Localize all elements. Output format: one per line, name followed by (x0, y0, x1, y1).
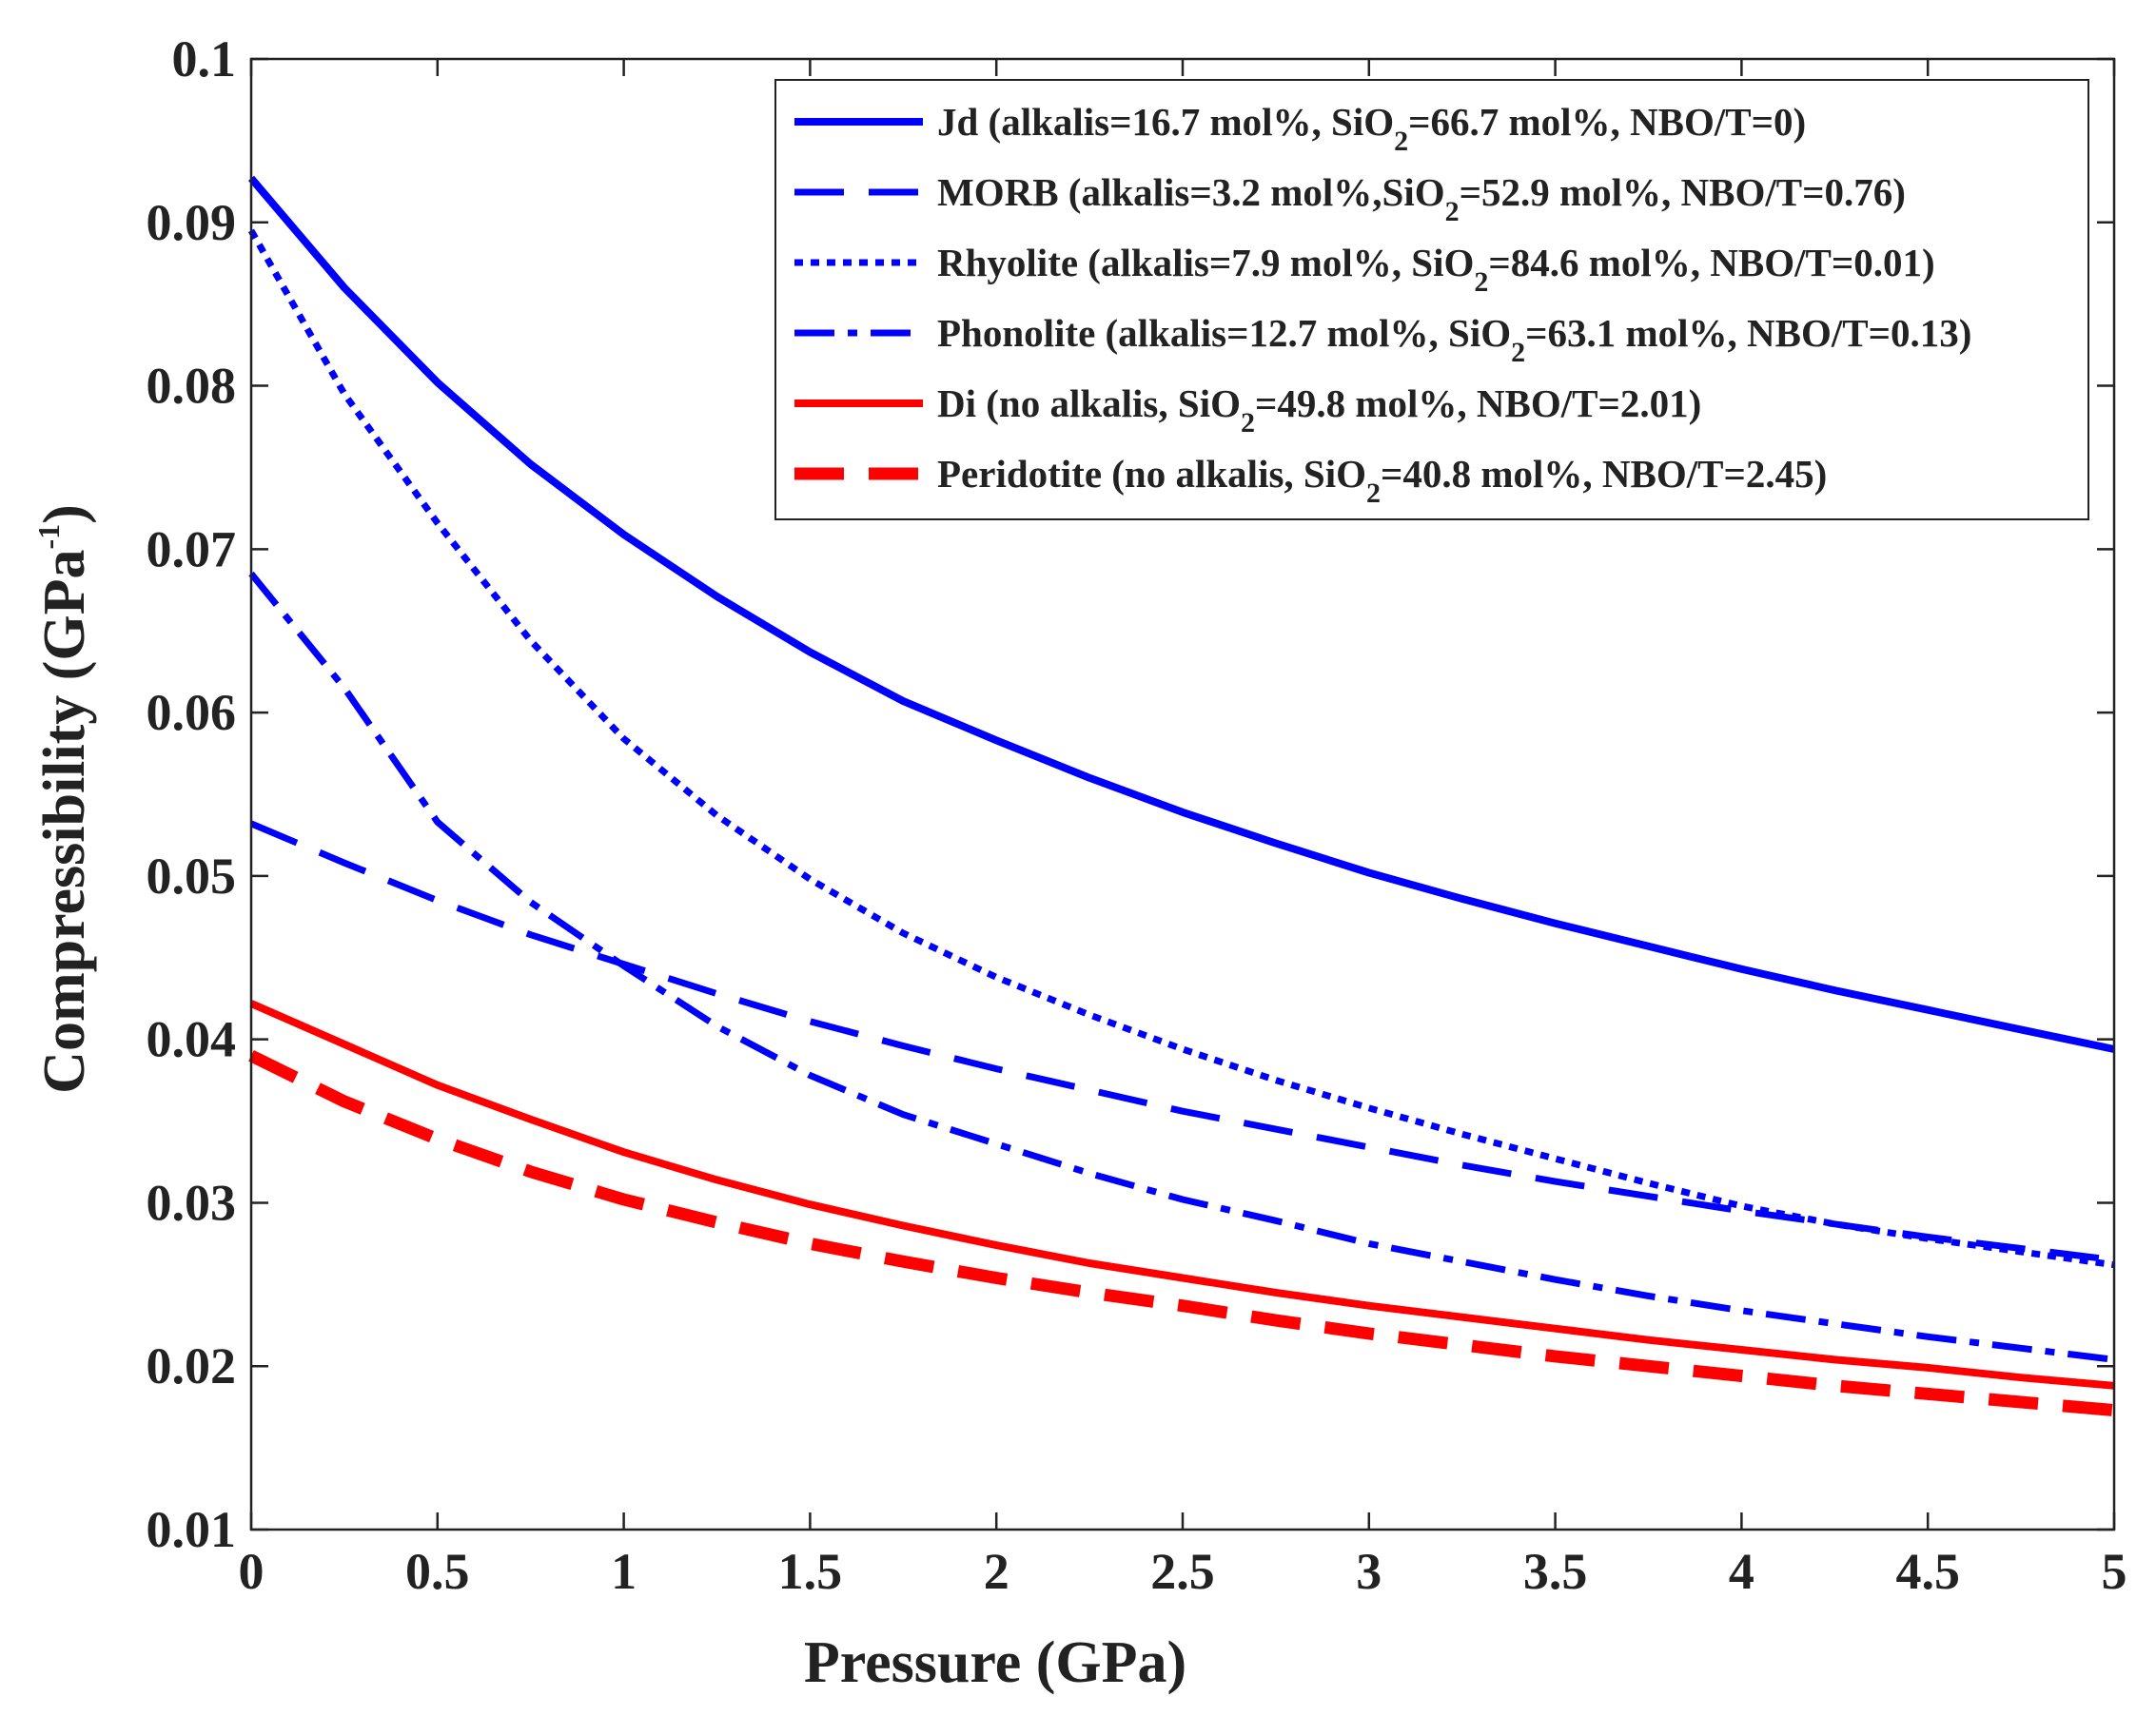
x-tick-label: 0.5 (405, 1543, 470, 1600)
y-tick-label: 0.09 (147, 194, 237, 251)
y-tick-label: 0.04 (147, 1011, 237, 1068)
legend-label-rhyolite: Rhyolite (alkalis=7.9 mol%, SiO2=84.6 mo… (937, 241, 1935, 298)
x-tick-label: 2.5 (1150, 1543, 1215, 1600)
y-tick-label: 0.1 (172, 30, 237, 88)
series-line-jd (247, 175, 2115, 1053)
legend-box (774, 79, 2089, 520)
x-tick-label: 3 (1356, 1543, 1382, 1600)
legend: Jd (alkalis=16.7 mol%, SiO2=66.7 mol%, N… (774, 79, 2089, 520)
x-tick-label: 1.5 (778, 1543, 843, 1600)
y-tick-label: 0.05 (147, 848, 237, 905)
legend-label-morb: MORB (alkalis=3.2 mol%,SiO2=52.9 mol%, N… (937, 170, 1906, 227)
x-tick-label: 4 (1729, 1543, 1754, 1600)
series-line-peridotite (248, 1049, 2115, 1417)
axes: 0 0.5 1 1.5 2 2.5 3 3.5 4 4.5 5 0.01 0.02 0.03 0.04 0.0… (147, 30, 2127, 1600)
y-tick-label: 0.06 (147, 684, 237, 741)
y-tick-label: 0.07 (147, 520, 237, 577)
x-tick-label: 4.5 (1895, 1543, 1960, 1600)
plot-lines (247, 175, 2115, 1417)
x-tick-label: 2 (984, 1543, 1009, 1600)
legend-label-phonolite: Phonolite (alkalis=12.7 mol%, SiO2=63.1 … (937, 311, 1971, 368)
x-tick-label: 5 (2102, 1543, 2127, 1600)
y-tick-label: 0.01 (147, 1501, 237, 1558)
series-line-di (249, 1000, 2115, 1390)
x-tick-label: 3.5 (1523, 1543, 1588, 1600)
series-line-phonolite (248, 571, 2115, 1363)
x-tick-label: 1 (611, 1543, 637, 1600)
y-tick-label: 0.08 (147, 358, 237, 415)
legend-label-di: Di (no alkalis, SiO2=49.8 mol%, NBO/T=2.… (937, 381, 1701, 439)
x-axis-title: Pressure (GPa) (804, 1630, 1186, 1695)
legend-label-peridotite: Peridotite (no alkalis, SiO2=40.8 mol%, … (937, 452, 1827, 509)
x-tick-label: 0 (239, 1543, 265, 1600)
y-axis-title-group: Compressibility (GPa-1) (31, 504, 97, 1094)
y-tick-label: 0.03 (147, 1174, 237, 1231)
series-line-morb (249, 820, 2115, 1264)
y-tick-label: 0.02 (147, 1337, 237, 1394)
legend-label-jd: Jd (alkalis=16.7 mol%, SiO2=66.7 mol%, N… (937, 100, 1806, 157)
y-axis-title: Compressibility (GPa-1) (31, 504, 97, 1094)
